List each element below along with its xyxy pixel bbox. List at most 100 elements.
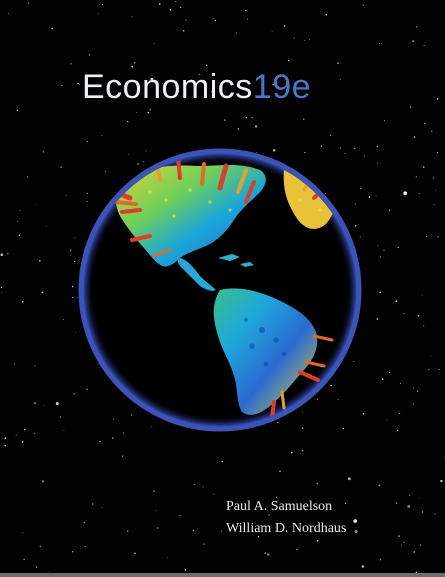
star [415,176,418,178]
star [434,513,436,515]
star [379,291,382,294]
star [421,294,423,296]
star [436,152,439,154]
book-title: Economics19e [82,68,311,107]
star [86,140,89,143]
star [413,551,415,553]
star [359,236,361,238]
star [27,2,30,4]
star [436,98,439,100]
star [63,430,65,431]
star [395,502,398,504]
bottom-border [0,573,445,577]
star [65,195,67,197]
star [421,511,424,513]
star [316,482,319,485]
star [203,96,205,98]
star [395,300,398,303]
star [131,65,134,68]
star [71,285,74,288]
star [377,245,379,247]
star [72,296,74,298]
star [0,286,3,288]
author-list: Paul A. Samuelson William D. Nordhaus [226,496,346,540]
star [245,117,247,119]
star [340,79,341,80]
star [277,421,279,423]
globe-icon [70,140,370,440]
star [221,460,224,463]
star [275,496,278,498]
star [137,163,139,165]
star [23,428,26,431]
star [415,26,418,28]
star [386,420,388,422]
star [375,195,377,196]
star [203,543,205,545]
star [34,204,36,206]
star [384,120,386,122]
star [416,390,419,393]
star [354,529,358,534]
star [73,393,76,395]
star [379,558,382,561]
star [415,571,418,574]
star [419,544,422,546]
star [376,145,379,148]
star [34,365,36,367]
star [316,539,319,542]
star [279,470,281,472]
star [16,109,19,112]
star [398,535,400,537]
title-text: Economics [82,68,253,106]
star [18,234,21,237]
star [145,150,147,152]
star [353,361,355,363]
star [83,521,85,524]
star [291,451,293,454]
star [55,402,59,406]
star [348,477,351,481]
star [157,527,159,529]
star [101,506,103,508]
star [74,237,76,239]
star [296,548,298,551]
star [418,192,420,194]
star [62,319,64,321]
star [78,83,80,86]
star [342,427,344,430]
star [308,39,310,40]
star [0,253,4,256]
star [403,312,405,314]
star [14,364,16,366]
star [301,427,304,430]
star [22,532,24,534]
star [61,85,63,86]
star [423,45,425,47]
star [97,363,99,365]
star [432,177,434,179]
star [210,91,213,93]
star [360,188,362,190]
star [35,566,38,568]
star [70,63,72,65]
star [42,150,45,153]
star [293,37,295,39]
star [127,530,129,532]
star [142,161,144,163]
star [184,569,187,571]
star [397,246,399,249]
star [4,437,7,440]
star [354,224,357,227]
star [440,479,443,483]
star [353,147,356,150]
star [98,13,100,14]
star [102,3,104,6]
star [337,62,339,64]
star [368,196,371,198]
star [425,235,427,238]
star [428,369,430,371]
star [147,111,150,114]
star [122,455,124,457]
star [422,325,425,327]
